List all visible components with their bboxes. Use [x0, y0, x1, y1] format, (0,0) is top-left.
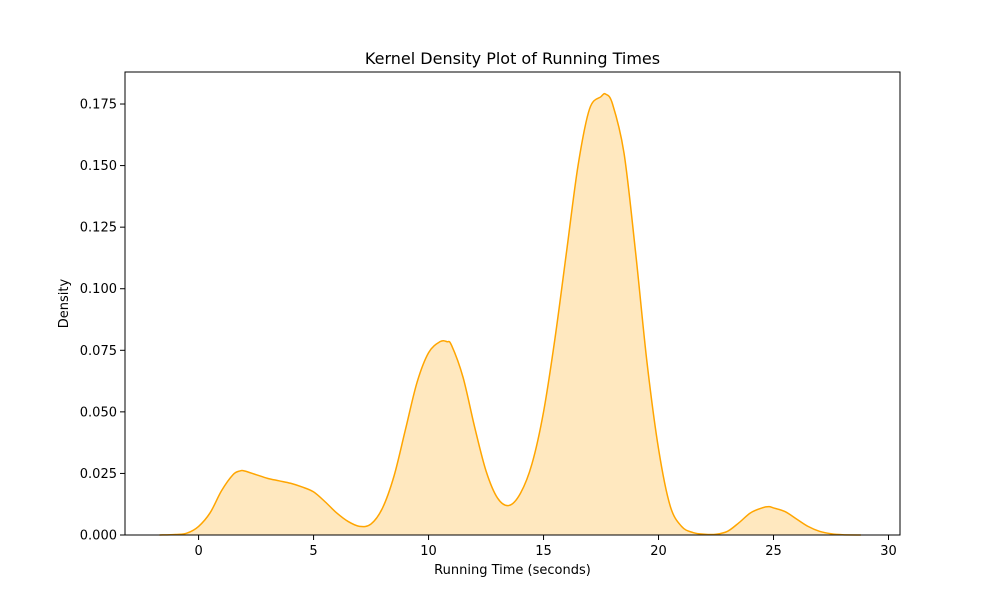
x-tick-label: 30	[880, 544, 897, 559]
x-axis-ticks: 0 5 10 15 20 25 30	[194, 535, 897, 559]
axes-frame	[124, 71, 901, 536]
y-tick-label: 0.175	[80, 98, 117, 113]
y-axis-ticks: 0.000 0.025 0.050 0.075 0.100 0.125 0.150 0.175	[80, 98, 125, 544]
y-axis-label: Density	[57, 278, 72, 328]
plot-area	[159, 92, 861, 536]
y-tick-label: 0.150	[80, 159, 117, 174]
x-tick-label: 25	[765, 544, 782, 559]
x-tick-label: 5	[309, 544, 317, 559]
y-tick-label: 0.100	[80, 282, 117, 297]
y-tick-label: 0.075	[80, 344, 117, 359]
chart-title: Kernel Density Plot of Running Times	[365, 49, 660, 68]
y-tick-label: 0.050	[80, 405, 117, 420]
x-tick-label: 20	[650, 544, 667, 559]
y-tick-label: 0.025	[80, 467, 117, 482]
density-fill-area	[159, 93, 861, 535]
density-curve-line	[159, 92, 861, 536]
x-tick-label: 0	[194, 544, 202, 559]
y-tick-label: 0.000	[80, 529, 117, 544]
y-tick-label: 0.125	[80, 221, 117, 236]
x-axis-label: Running Time (seconds)	[434, 563, 591, 578]
x-tick-label: 15	[535, 544, 552, 559]
x-tick-label: 10	[420, 544, 437, 559]
